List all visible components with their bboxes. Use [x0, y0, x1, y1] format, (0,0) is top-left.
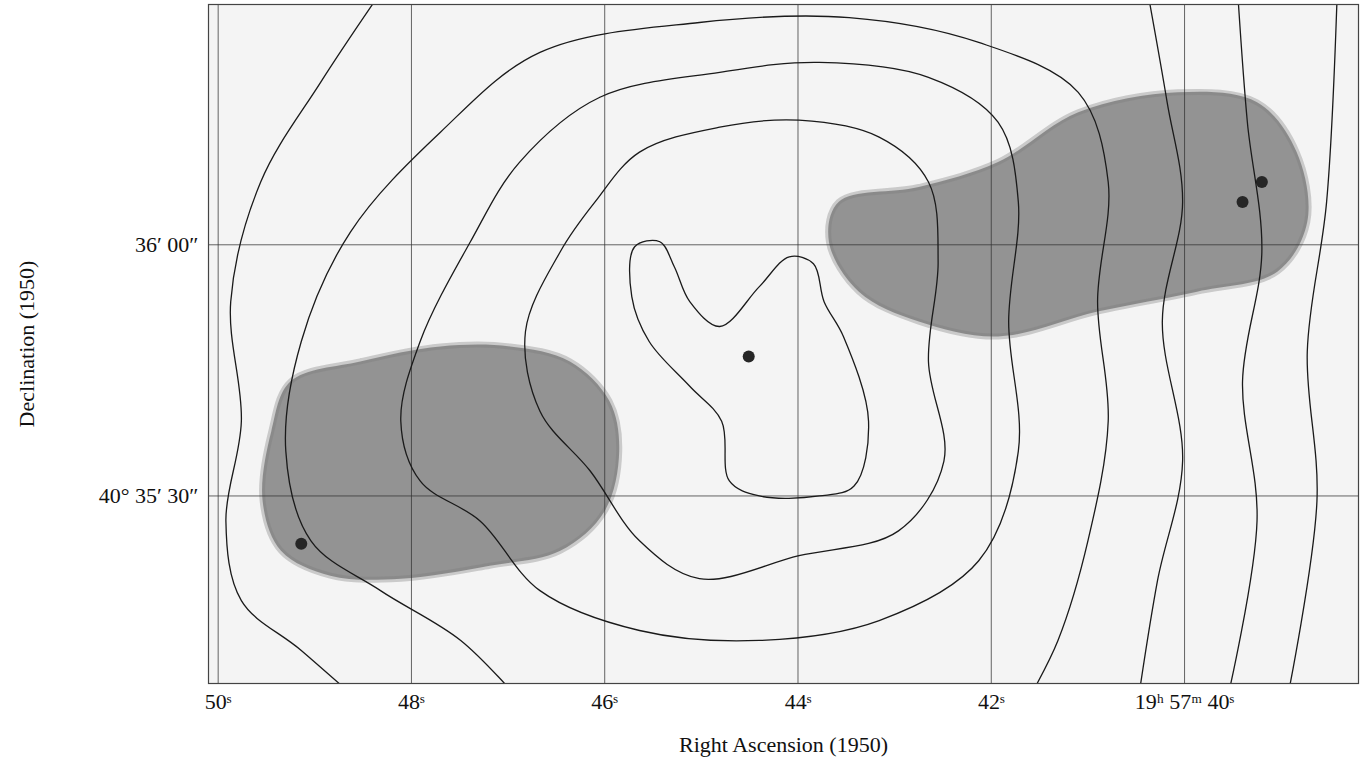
- svg-text:48ˢ: 48ˢ: [398, 689, 425, 714]
- svg-text:44ˢ: 44ˢ: [785, 689, 812, 714]
- svg-text:50ˢ: 50ˢ: [205, 689, 232, 714]
- svg-text:40° 35′ 30″: 40° 35′ 30″: [99, 483, 199, 508]
- svg-text:Right Ascension (1950): Right Ascension (1950): [679, 732, 888, 757]
- svg-text:36′ 00″: 36′ 00″: [135, 232, 198, 257]
- svg-text:19ʰ 57ᵐ 40ˢ: 19ʰ 57ᵐ 40ˢ: [1135, 689, 1235, 714]
- svg-text:Declination (1950): Declination (1950): [14, 261, 39, 428]
- svg-text:42ˢ: 42ˢ: [978, 689, 1005, 714]
- svg-text:46ˢ: 46ˢ: [591, 689, 618, 714]
